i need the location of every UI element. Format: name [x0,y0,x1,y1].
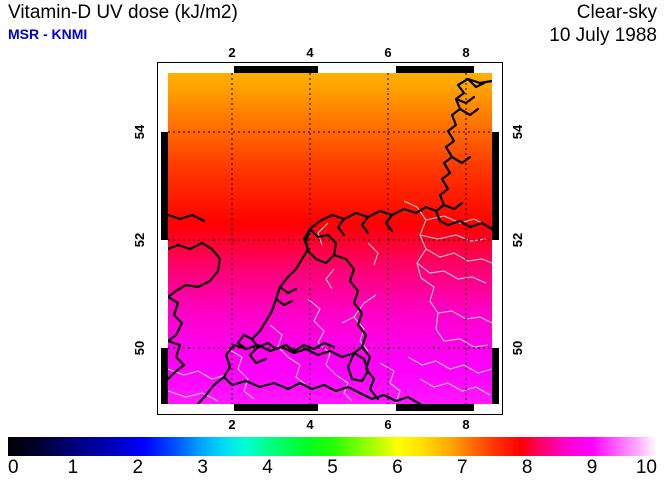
sky-condition-label: Clear-sky [576,2,657,23]
tick-band-segment-left [161,66,168,132]
tick-band-segment-bottom [161,404,234,411]
colorbar-gradient [8,437,657,456]
colorbar-tick-4: 4 [262,457,273,478]
colorbar-tick-3: 3 [197,457,208,478]
x-tick-label-top-8: 8 [462,45,470,60]
colorbar-tick-7: 7 [457,457,468,478]
colorbar-tick-6: 6 [392,457,403,478]
tick-band-segment-left [161,240,168,348]
colorbar-tick-5: 5 [327,457,338,478]
x-tick-label-bottom-4: 4 [306,417,314,432]
colorbar-tick-2: 2 [132,457,144,478]
y-tick-label-left-52: 52 [132,232,148,248]
x-tick-label-bottom-2: 2 [228,417,236,432]
tick-band-segment-top [318,66,396,73]
date-label: 10 July 1988 [549,25,657,46]
administrative-borders [168,200,492,404]
x-tick-label-top-2: 2 [228,45,236,60]
x-tick-label-top-4: 4 [306,45,314,60]
tick-band-segment-bottom [318,404,396,411]
tick-band-segment-top [474,66,499,73]
x-tick-label-top-6: 6 [384,45,392,60]
y-tick-label-right-50: 50 [510,340,526,356]
colorbar-tick-labels: 0 1 2 3 4 5 6 7 8 9 10 [8,457,657,479]
y-tick-label-right-52: 52 [510,232,526,248]
tick-band-segment-top [161,66,234,73]
colorbar-tick-1: 1 [67,457,79,478]
map-plot [157,62,503,415]
map-overlay [168,73,492,404]
colorbar-tick-8: 8 [521,457,533,478]
header: Vitamin-D UV dose (kJ/m2) MSR - KNMI Cle… [0,0,665,52]
institute-label: MSR - KNMI [8,26,88,42]
tick-band-segment-bottom [474,404,499,411]
y-tick-label-left-50: 50 [132,340,148,356]
x-tick-label-bottom-6: 6 [384,417,392,432]
map-canvas [168,73,492,404]
tick-band-segment-right [492,240,499,348]
y-tick-label-left-54: 54 [132,124,148,140]
colorbar [8,437,657,456]
x-tick-label-bottom-8: 8 [462,417,470,432]
y-tick-label-right-54: 54 [510,124,526,140]
coastline [168,77,492,404]
tick-band-segment-right [492,66,499,132]
colorbar-tick-10: 10 [635,457,657,478]
page-title: Vitamin-D UV dose (kJ/m2) [8,2,238,23]
colorbar-tick-9: 9 [586,457,598,478]
colorbar-tick-0: 0 [8,457,19,478]
